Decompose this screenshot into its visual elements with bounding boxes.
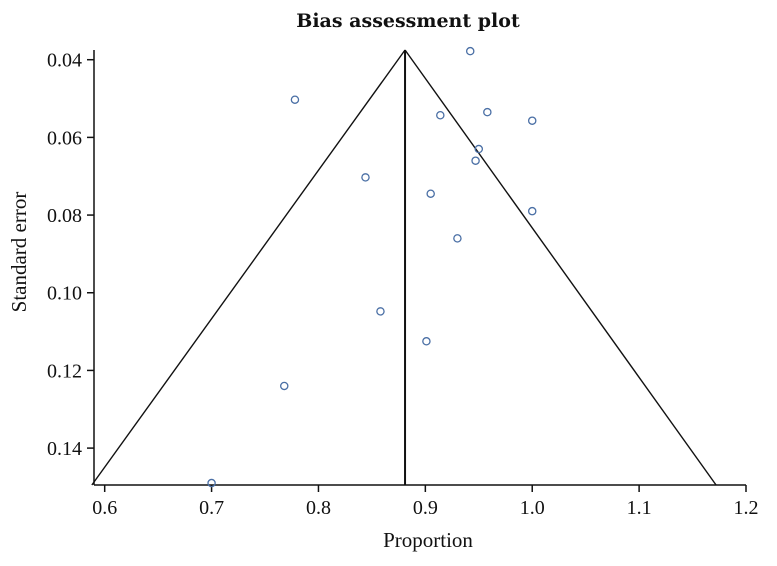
x-tick-label: 1.0 bbox=[520, 497, 545, 519]
y-tick-label: 0.06 bbox=[47, 127, 82, 149]
x-tick-label: 1.1 bbox=[627, 497, 652, 519]
study-point bbox=[465, 46, 475, 56]
data-points bbox=[207, 46, 537, 488]
funnel-left-boundary bbox=[91, 49, 406, 486]
study-point bbox=[376, 307, 385, 316]
study-point bbox=[290, 95, 300, 104]
y-tick-label: 0.04 bbox=[47, 50, 82, 72]
study-point bbox=[483, 107, 492, 117]
study-point bbox=[207, 478, 216, 488]
x-tick-label: 0.8 bbox=[306, 497, 331, 519]
x-tick-label: 1.2 bbox=[734, 497, 759, 519]
study-point bbox=[436, 111, 445, 120]
study-point bbox=[280, 381, 289, 391]
funnel-right-boundary bbox=[404, 49, 717, 486]
study-point bbox=[422, 337, 431, 346]
y-tick-label: 0.08 bbox=[47, 205, 82, 227]
study-point bbox=[527, 116, 537, 125]
x-tick-label: 0.9 bbox=[413, 497, 438, 519]
study-point bbox=[474, 144, 484, 154]
x-tick-label: 0.7 bbox=[199, 497, 224, 519]
x-tick-label: 0.6 bbox=[92, 497, 117, 519]
study-point bbox=[361, 173, 370, 182]
x-axis-label: Proportion bbox=[383, 528, 473, 552]
y-tick-label: 0.10 bbox=[47, 283, 82, 305]
chart-title: Bias assessment plot bbox=[296, 10, 520, 32]
axes: 0.6 0.7 0.8 0.9 1.0 1.1 1.2 0.04 0.06 0.08 0.10 0.1… bbox=[47, 50, 759, 519]
study-point bbox=[426, 189, 435, 198]
funnel bbox=[91, 49, 717, 486]
y-tick-label: 0.14 bbox=[47, 438, 82, 460]
study-point bbox=[527, 206, 537, 216]
study-point bbox=[453, 234, 462, 243]
study-point bbox=[471, 156, 480, 165]
y-axis-label: Standard error bbox=[7, 192, 31, 313]
y-tick-label: 0.12 bbox=[47, 360, 82, 382]
